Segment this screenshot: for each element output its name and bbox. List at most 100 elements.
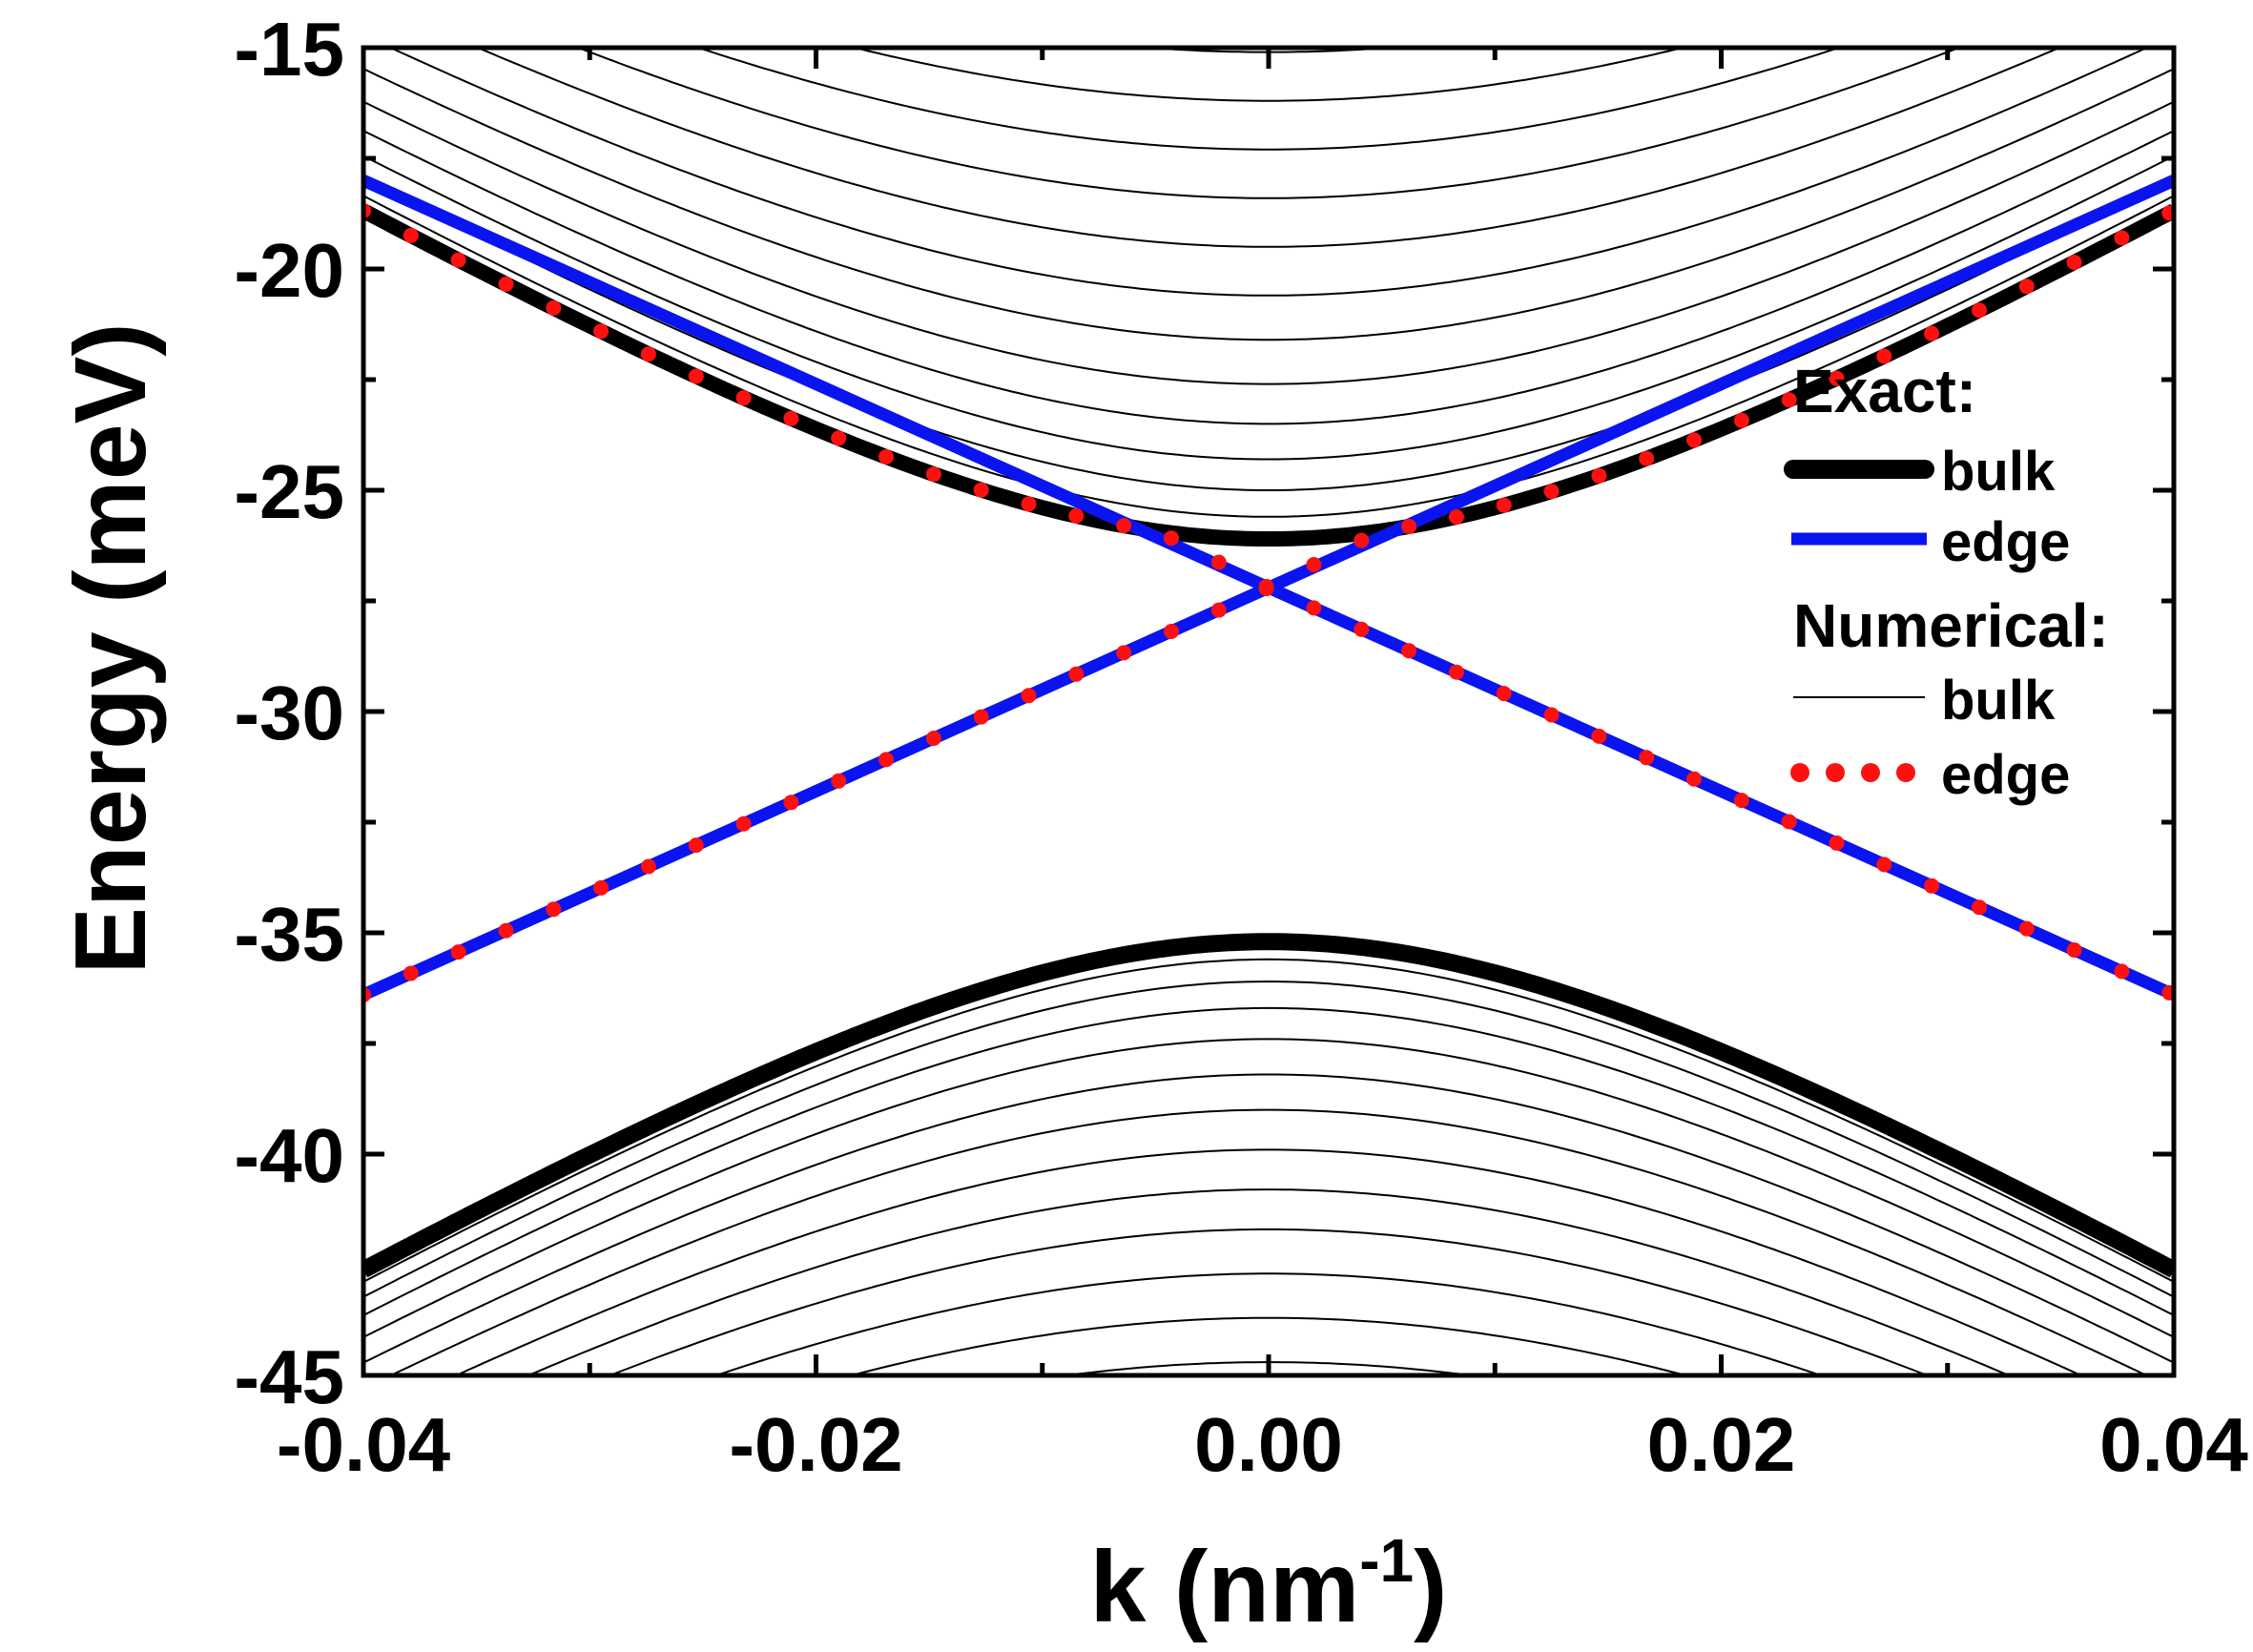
numerical-edge-dot (1686, 771, 1702, 787)
numerical-edge-dot (1972, 899, 1987, 916)
numerical-edge-dot (1686, 432, 1702, 448)
numerical-edge-dot (973, 709, 989, 725)
numerical-edge-dot (498, 276, 514, 292)
numerical-edge-dot (831, 773, 847, 789)
x-tick-label: -0.04 (277, 1402, 451, 1487)
numerical-edge-dot (878, 752, 894, 768)
numerical-edge-dot (1876, 857, 1892, 873)
numerical-edge-dot (1164, 530, 1179, 547)
numerical-edge-dot (735, 816, 752, 832)
numerical-edge-dot (2018, 920, 2035, 937)
legend-numerical-edge-swatch (1790, 763, 1915, 782)
numerical-edge-dot (1829, 835, 1845, 851)
numerical-edge-dot (1448, 509, 1464, 525)
numerical-bulk-conduction-band (363, 195, 2174, 518)
numerical-edge-dot (498, 922, 514, 939)
numerical-edge-dot (1210, 554, 1227, 570)
x-axis-title: k (nm-1) (1090, 1526, 1448, 1643)
numerical-edge-dot (1401, 643, 1417, 659)
numerical-edge-dot (450, 252, 466, 268)
numerical-edge-dots (363, 202, 2174, 1002)
legend-dot (1790, 763, 1809, 782)
numerical-edge-dot (1258, 578, 1274, 594)
numerical-edge-dot (1354, 532, 1370, 548)
numerical-edge-dot (783, 410, 799, 426)
numerical-edge-dot (1306, 557, 1322, 572)
numerical-edge-dot (688, 837, 704, 854)
numerical-bulk-valence-band (363, 980, 2174, 1298)
numerical-edge-dot (1591, 728, 1607, 744)
x-axis-title-main: k (nm (1090, 1531, 1360, 1643)
plot-area (363, 48, 2174, 1375)
numerical-edge-dot (403, 227, 419, 243)
numerical-edge-dot (2066, 255, 2082, 270)
numerical-bulk-conduction-band (363, 176, 2174, 491)
numerical-edge-dot (925, 731, 941, 746)
numerical-bulk-valence-band (607, 1228, 1931, 1375)
numerical-edge-dot (735, 390, 752, 406)
y-tick-label: -45 (234, 1334, 344, 1419)
legend-exact-bulk-label: bulk (1941, 441, 2056, 503)
numerical-edge-dot (1068, 666, 1085, 682)
numerical-edge-dot (1876, 348, 1892, 364)
numerical-edge-dot (925, 466, 941, 483)
numerical-edge-dot (1116, 645, 1132, 661)
numerical-bulk-conduction-band (694, 48, 1843, 151)
numerical-bulk-conduction-band (475, 48, 2062, 248)
numerical-edge-dot (593, 323, 610, 340)
numerical-edge-dot (2018, 279, 2035, 295)
numerical-edge-dot (1210, 602, 1227, 618)
numerical-edge-dot (546, 901, 562, 918)
numerical-edge-dot (688, 368, 704, 384)
legend-dot (1826, 763, 1845, 782)
numerical-bulk-conduction-band (575, 48, 1962, 199)
numerical-edge-dot (1639, 750, 1655, 766)
y-tick-label: -35 (234, 892, 344, 977)
numerical-edge-dot (1496, 686, 1512, 702)
legend-numerical-bulk-label: bulk (1941, 670, 2056, 732)
numerical-edge-dot (973, 482, 989, 498)
numerical-edge-dot (1021, 688, 1037, 704)
legend-numerical-edge-label: edge (1941, 744, 2070, 806)
y-tick-label: -20 (234, 228, 344, 313)
numerical-edge-dot (2161, 205, 2174, 221)
numerical-edge-dot (1354, 621, 1370, 637)
numerical-edge-dot (1306, 600, 1322, 616)
numerical-edge-dot (450, 944, 466, 960)
numerical-edge-dot (1448, 664, 1464, 680)
axis-ticks: -0.04 -0.02 0.00 0.02 0.04 -15 -20 -25 -30 -35 -40… (234, 7, 2248, 1487)
y-axis-title: Energy (meV) (54, 322, 167, 974)
x-tick-label: 0.02 (1647, 1402, 1796, 1487)
numerical-edge-dot (1543, 484, 1560, 500)
numerical-edge-dot (831, 430, 847, 446)
exact-bulk-valence-edge (363, 933, 2174, 1278)
numerical-bulk-valence-band (363, 940, 2174, 1271)
x-tick-label: -0.02 (729, 1402, 902, 1487)
numerical-bulk-conduction-band (363, 100, 2174, 385)
numerical-edge-dot (783, 795, 799, 811)
legend: Exact: bulk edge Numerical: bulk edge (1784, 357, 2109, 806)
numerical-edge-dot (1639, 450, 1655, 466)
numerical-bulk-valence-band (526, 1188, 2012, 1375)
legend-dot (1861, 763, 1880, 782)
numerical-edge-dot (1543, 707, 1560, 723)
x-axis-title-superscript: -1 (1359, 1526, 1414, 1595)
numerical-edge-dot (1781, 392, 1797, 408)
numerical-bulk-valence-band (363, 1038, 2174, 1338)
numerical-bulk-conduction-band (1136, 48, 1401, 53)
legend-numerical-heading: Numerical: (1793, 591, 2109, 660)
numerical-bulk-conduction-band (387, 48, 2150, 297)
y-tick-label: -30 (234, 671, 344, 755)
numerical-edge-dot (1924, 878, 1940, 894)
y-tick-label: -15 (234, 7, 344, 92)
numerical-bulk-valence-band (363, 1073, 2174, 1364)
numerical-edge-dot (2114, 230, 2130, 246)
numerical-edge-dot (2066, 942, 2082, 958)
numerical-bulk-conduction-band (850, 48, 1687, 102)
numerical-edge-dot (546, 299, 562, 316)
x-axis-title-suffix: ) (1414, 1531, 1447, 1643)
numerical-bulk-conduction-band (363, 68, 2174, 341)
numerical-edge-dot (1924, 325, 1940, 341)
legend-exact-edge-label: edge (1941, 511, 2070, 573)
